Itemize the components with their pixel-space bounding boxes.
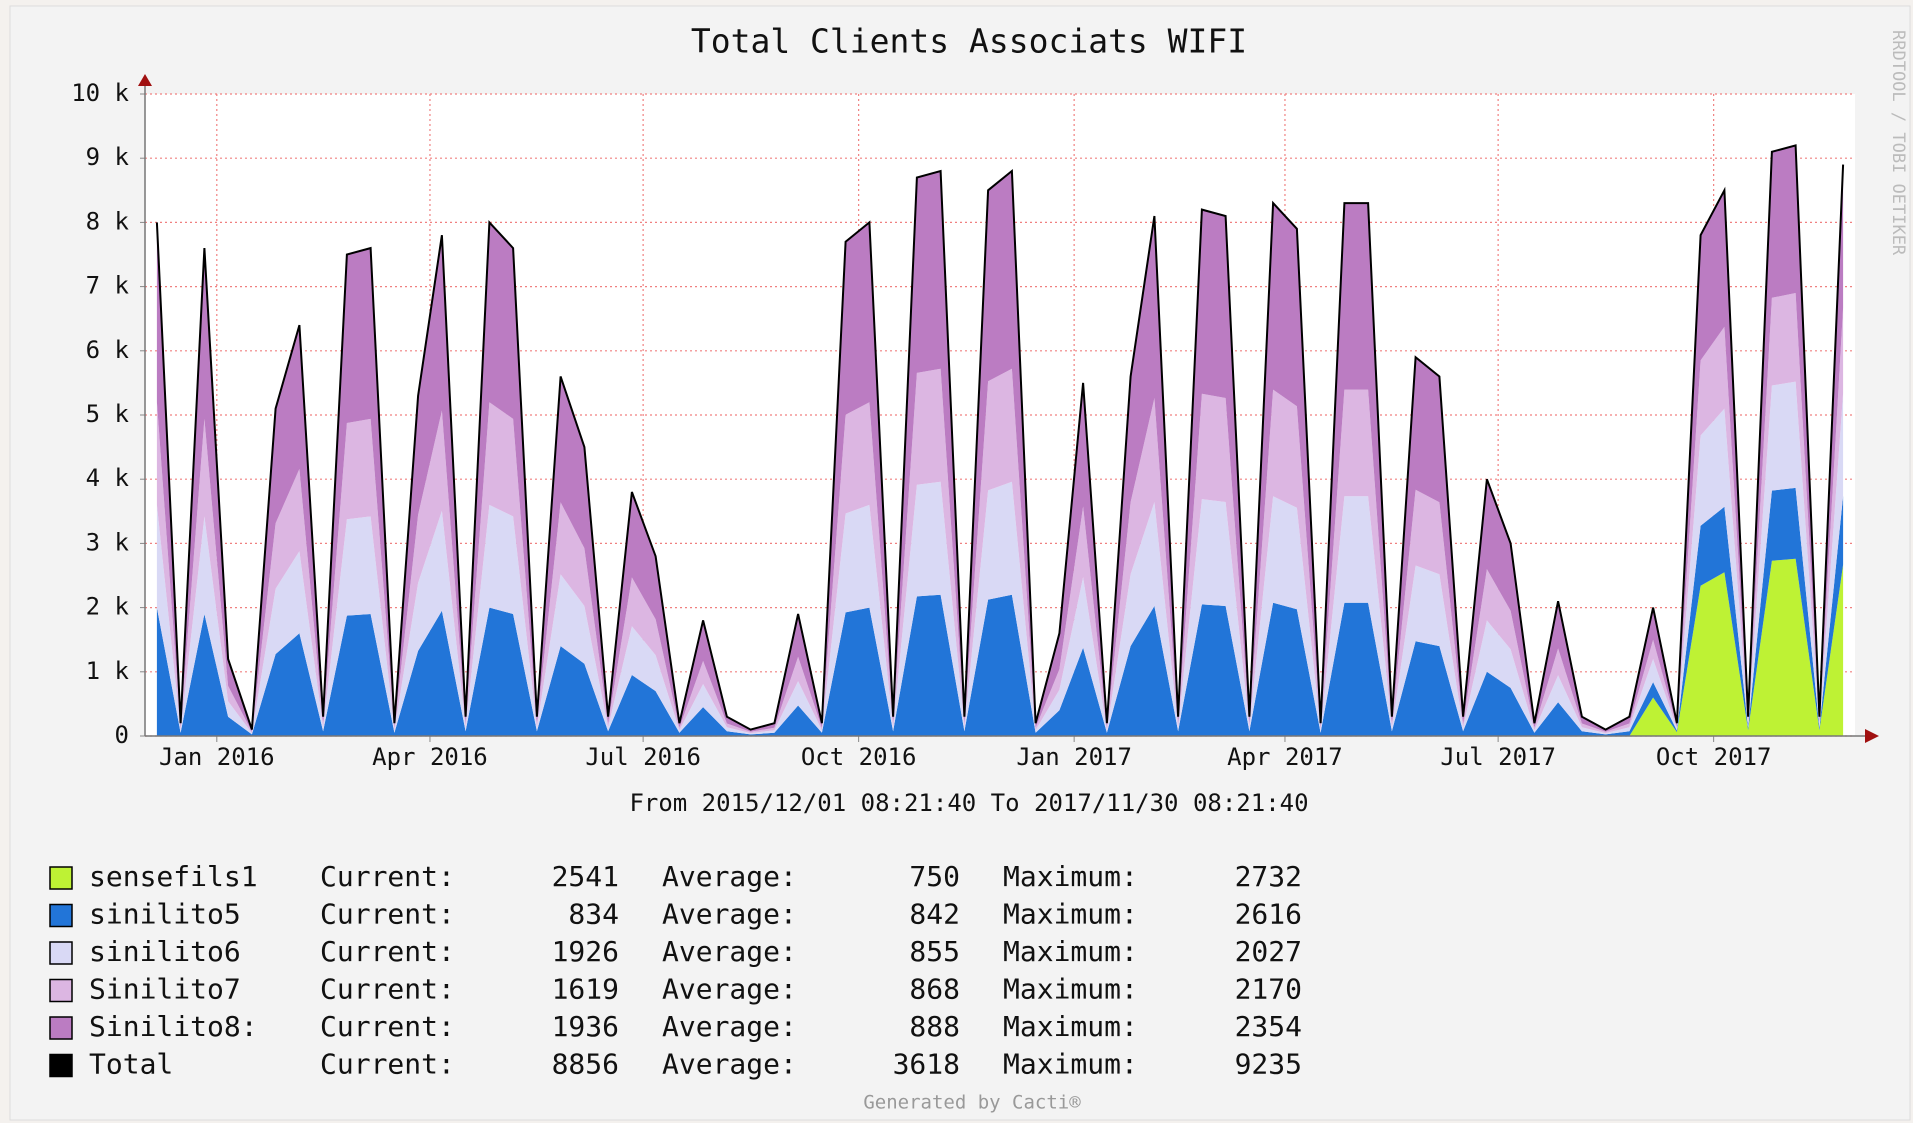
legend-swatch — [49, 903, 73, 928]
legend-label: Current: — [320, 935, 455, 968]
legend-name: Total — [89, 1048, 173, 1081]
legend-current: 2541 — [552, 860, 619, 893]
legend-maximum: 2354 — [1235, 1010, 1302, 1043]
y-tick-label: 2 k — [86, 593, 130, 621]
legend-label: Maximum: — [1003, 935, 1138, 968]
x-tick-label: Jan 2016 — [159, 743, 275, 771]
legend-label: Current: — [320, 1010, 455, 1043]
legend-label: Average: — [662, 973, 797, 1006]
legend: sensefils1 Current: 2541 Average: 750 Maximum… — [49, 860, 1302, 1081]
footer: Generated by Cacti® — [863, 1092, 1081, 1114]
legend-current: 834 — [568, 898, 619, 931]
total-line — [155, 144, 1845, 731]
y-tick-label: 10 k — [71, 79, 129, 107]
x-tick-label: Apr 2017 — [1227, 743, 1343, 771]
legend-swatch — [49, 978, 73, 1003]
legend-swatch — [49, 1016, 73, 1040]
legend-swatch — [49, 1053, 73, 1078]
x-tick-label: Jul 2016 — [585, 743, 701, 771]
y-axis-arrow — [138, 74, 152, 86]
legend-label: Current: — [320, 1048, 455, 1081]
legend-swatch — [49, 941, 73, 965]
legend-label: Average: — [662, 935, 797, 968]
legend-average: 888 — [909, 1010, 960, 1043]
y-tick-label: 1 k — [86, 657, 130, 685]
legend-name: sinilito5 — [89, 898, 241, 931]
legend-current: 1926 — [552, 935, 619, 968]
legend-maximum: 2027 — [1235, 935, 1302, 968]
legend-average: 842 — [909, 898, 960, 931]
x-tick-label: Apr 2016 — [372, 743, 488, 771]
legend-name: sinilito6 — [89, 935, 241, 968]
legend-label: Average: — [662, 860, 797, 893]
y-tick-label: 6 k — [86, 336, 130, 364]
legend-label: Maximum: — [1003, 1010, 1138, 1043]
areas — [155, 144, 1845, 736]
area — [156, 293, 1844, 734]
y-tick-label: 7 k — [86, 272, 130, 300]
legend-label: Maximum: — [1003, 860, 1138, 893]
chart-title: Total Clients Associats WIFI — [691, 22, 1247, 61]
x-axis-arrow — [1865, 729, 1879, 743]
legend-label: Maximum: — [1003, 973, 1138, 1006]
legend-label: Current: — [320, 898, 455, 931]
x-tick-label: Oct 2016 — [801, 743, 917, 771]
legend-maximum: 2616 — [1235, 898, 1302, 931]
side-text: RRDTOOL / TOBI OETIKER — [1888, 30, 1908, 256]
legend-label: Average: — [662, 1010, 797, 1043]
x-tick-label: Jul 2017 — [1440, 743, 1556, 771]
y-tick-label: 0 — [115, 721, 129, 749]
x-tick-label: Oct 2017 — [1656, 743, 1772, 771]
legend-name: Sinilito7 — [89, 973, 241, 1006]
legend-label: Maximum: — [1003, 1048, 1138, 1081]
time-range: From 2015/12/01 08:21:40 To 2017/11/30 0… — [629, 789, 1308, 817]
legend-maximum: 2170 — [1235, 973, 1302, 1006]
legend-label: Current: — [320, 973, 455, 1006]
legend-maximum: 2732 — [1235, 860, 1302, 893]
y-tick-label: 4 k — [86, 464, 130, 492]
legend-label: Maximum: — [1003, 898, 1138, 931]
y-tick-label: 3 k — [86, 528, 130, 556]
legend-average: 750 — [909, 860, 960, 893]
legend-average: 855 — [909, 935, 960, 968]
legend-label: Current: — [320, 860, 455, 893]
legend-current: 1936 — [552, 1010, 619, 1043]
legend-average: 3618 — [893, 1048, 960, 1081]
y-tick-label: 5 k — [86, 400, 130, 428]
legend-name: sensefils1 — [89, 860, 258, 893]
legend-current: 8856 — [552, 1048, 619, 1081]
legend-name: Sinilito8: — [89, 1010, 258, 1043]
y-tick-label: 8 k — [86, 207, 130, 235]
area — [156, 487, 1844, 736]
legend-maximum: 9235 — [1235, 1048, 1302, 1081]
area — [156, 381, 1844, 735]
x-tick-label: Jan 2017 — [1016, 743, 1132, 771]
legend-swatch — [49, 866, 73, 890]
legend-label: Average: — [662, 898, 797, 931]
legend-current: 1619 — [552, 973, 619, 1006]
legend-label: Average: — [662, 1048, 797, 1081]
legend-average: 868 — [909, 973, 960, 1006]
y-tick-label: 9 k — [86, 143, 130, 171]
axes: 0 1 k 2 k 3 k 4 k 5 k 6 k 7 k 8 k 9 k 10 k Jan 2016… — [71, 74, 1879, 771]
